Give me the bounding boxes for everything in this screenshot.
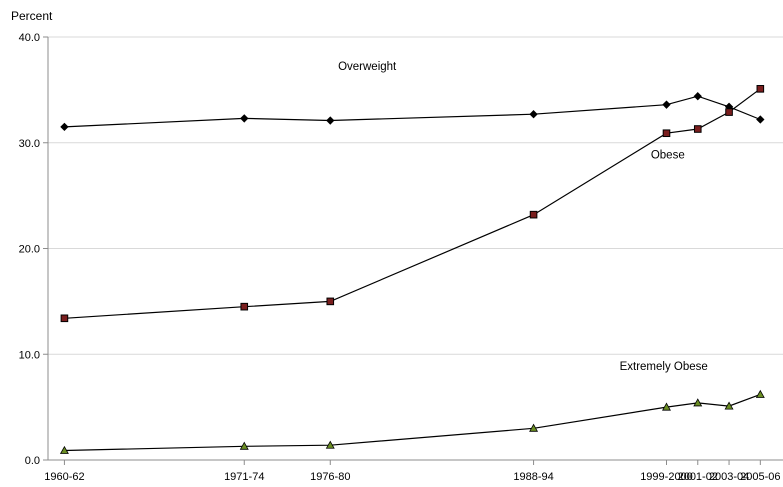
x-tick-label: 1960-62 (44, 471, 84, 483)
series-line (64, 393, 761, 452)
label-layer: Percent 0.0 10.0 20.0 30.0 40.0 1960-62 1971-7… (11, 9, 781, 483)
data-point-marker (60, 122, 69, 132)
data-point-marker (240, 302, 249, 311)
x-tick-label: 2005-06 (740, 471, 780, 483)
x-tick-label: 1971-74 (224, 471, 264, 483)
data-point-marker (239, 441, 249, 450)
data-point-marker (662, 402, 671, 411)
series-label: Obese (651, 150, 685, 162)
x-tick-label: 1976-80 (310, 471, 350, 483)
y-tick-label: 40.0 (19, 32, 40, 44)
data-point-marker (529, 210, 538, 219)
series-line (64, 88, 761, 319)
axis-layer (43, 36, 783, 465)
x-tick-label: 1999-2000 (640, 471, 693, 483)
data-point-marker (725, 108, 733, 116)
data-point-marker (529, 110, 538, 119)
y-tick-label: 20.0 (19, 244, 40, 256)
x-tick-label: 1988-94 (513, 471, 553, 483)
data-point-marker (662, 129, 671, 138)
x-tick-label: 2001-02 (678, 471, 718, 483)
data-point-marker (693, 125, 702, 133)
data-point-marker (325, 440, 335, 449)
data-point-marker (756, 85, 765, 93)
y-tick-label: 30.0 (19, 138, 40, 150)
x-tick-label: 2003-04 (709, 471, 749, 483)
data-point-marker (59, 445, 69, 454)
data-point-marker (529, 423, 539, 432)
series-layer (59, 85, 765, 454)
series-line (64, 95, 761, 128)
data-point-marker (326, 297, 335, 306)
data-point-marker (755, 389, 765, 398)
data-point-marker (724, 401, 734, 410)
series-label: Extremely Obese (620, 361, 708, 373)
data-point-marker (326, 116, 335, 125)
y-tick-label: 0.0 (25, 455, 40, 467)
data-point-marker (240, 114, 249, 123)
grid-layer (48, 36, 783, 355)
data-point-marker (693, 92, 702, 101)
y-tick-label: 10.0 (19, 349, 40, 361)
data-point-marker (756, 115, 765, 124)
y-axis-title: Percent (11, 9, 53, 23)
data-point-marker (693, 398, 703, 407)
data-point-marker (662, 100, 671, 109)
series-label: Overweight (338, 61, 397, 73)
data-point-marker (60, 314, 69, 323)
